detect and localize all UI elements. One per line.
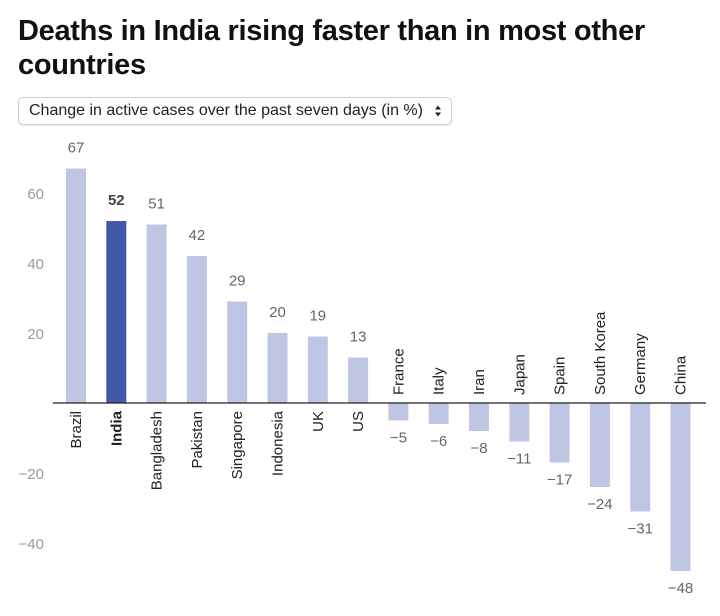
category-label: Pakistan <box>189 411 206 469</box>
value-label: 42 <box>189 227 206 244</box>
bar-brazil <box>66 168 86 403</box>
category-label: Italy <box>431 367 448 395</box>
y-tick-label: 40 <box>27 256 44 273</box>
category-label: US <box>350 411 367 432</box>
bar-china <box>670 403 691 571</box>
value-label: −48 <box>668 580 693 597</box>
y-tick-label: −20 <box>19 466 44 483</box>
category-label: Iran <box>471 369 488 395</box>
bar-germany <box>630 403 651 512</box>
category-label: India <box>108 410 125 446</box>
value-label: 29 <box>229 273 246 290</box>
bar-pakistan <box>186 256 207 403</box>
value-label: −24 <box>587 496 612 513</box>
bar-iran <box>469 403 489 431</box>
category-label: Germany <box>632 333 649 395</box>
value-label: 13 <box>350 329 367 346</box>
value-label: −11 <box>507 451 531 468</box>
category-label: Brazil <box>68 411 85 449</box>
y-tick-label: 20 <box>27 326 44 343</box>
bar-france <box>388 403 409 421</box>
category-label: Japan <box>511 354 528 395</box>
category-label: China <box>673 355 690 395</box>
value-label: 67 <box>68 140 85 157</box>
bar-uk <box>307 336 328 403</box>
category-label: Indonesia <box>270 410 287 476</box>
metric-select[interactable]: Change in active cases over the past sev… <box>18 97 452 125</box>
value-label: 20 <box>269 304 286 321</box>
value-label: 51 <box>148 196 165 213</box>
y-tick-label: −40 <box>19 536 44 553</box>
value-label: −17 <box>547 472 572 489</box>
bar-bangladesh <box>146 224 167 403</box>
metric-select-value: Change in active cases over the past sev… <box>29 102 423 119</box>
bar-us <box>348 357 369 403</box>
category-label: Singapore <box>229 411 246 479</box>
category-label: UK <box>310 411 327 432</box>
value-label: −31 <box>627 521 652 538</box>
value-label: −8 <box>470 440 487 457</box>
category-label: Bangladesh <box>149 411 166 490</box>
category-label: Spain <box>552 357 569 395</box>
chart-title: Deaths in India rising faster than in mo… <box>18 15 645 81</box>
up-down-chevron-icon[interactable] <box>434 103 442 119</box>
bar-japan <box>509 403 530 442</box>
y-tick-label: 60 <box>27 186 44 203</box>
category-label: France <box>390 348 407 395</box>
value-label: −5 <box>390 430 407 447</box>
bar-india <box>106 221 127 403</box>
value-label: 19 <box>309 308 326 325</box>
bar-spain <box>549 403 570 463</box>
category-label: South Korea <box>592 311 609 395</box>
bar-south-korea <box>589 403 610 487</box>
bar-italy <box>428 403 449 424</box>
bar-singapore <box>227 301 248 403</box>
value-label: −6 <box>430 433 447 450</box>
value-label: 52 <box>108 192 125 209</box>
bar-indonesia <box>267 333 288 403</box>
